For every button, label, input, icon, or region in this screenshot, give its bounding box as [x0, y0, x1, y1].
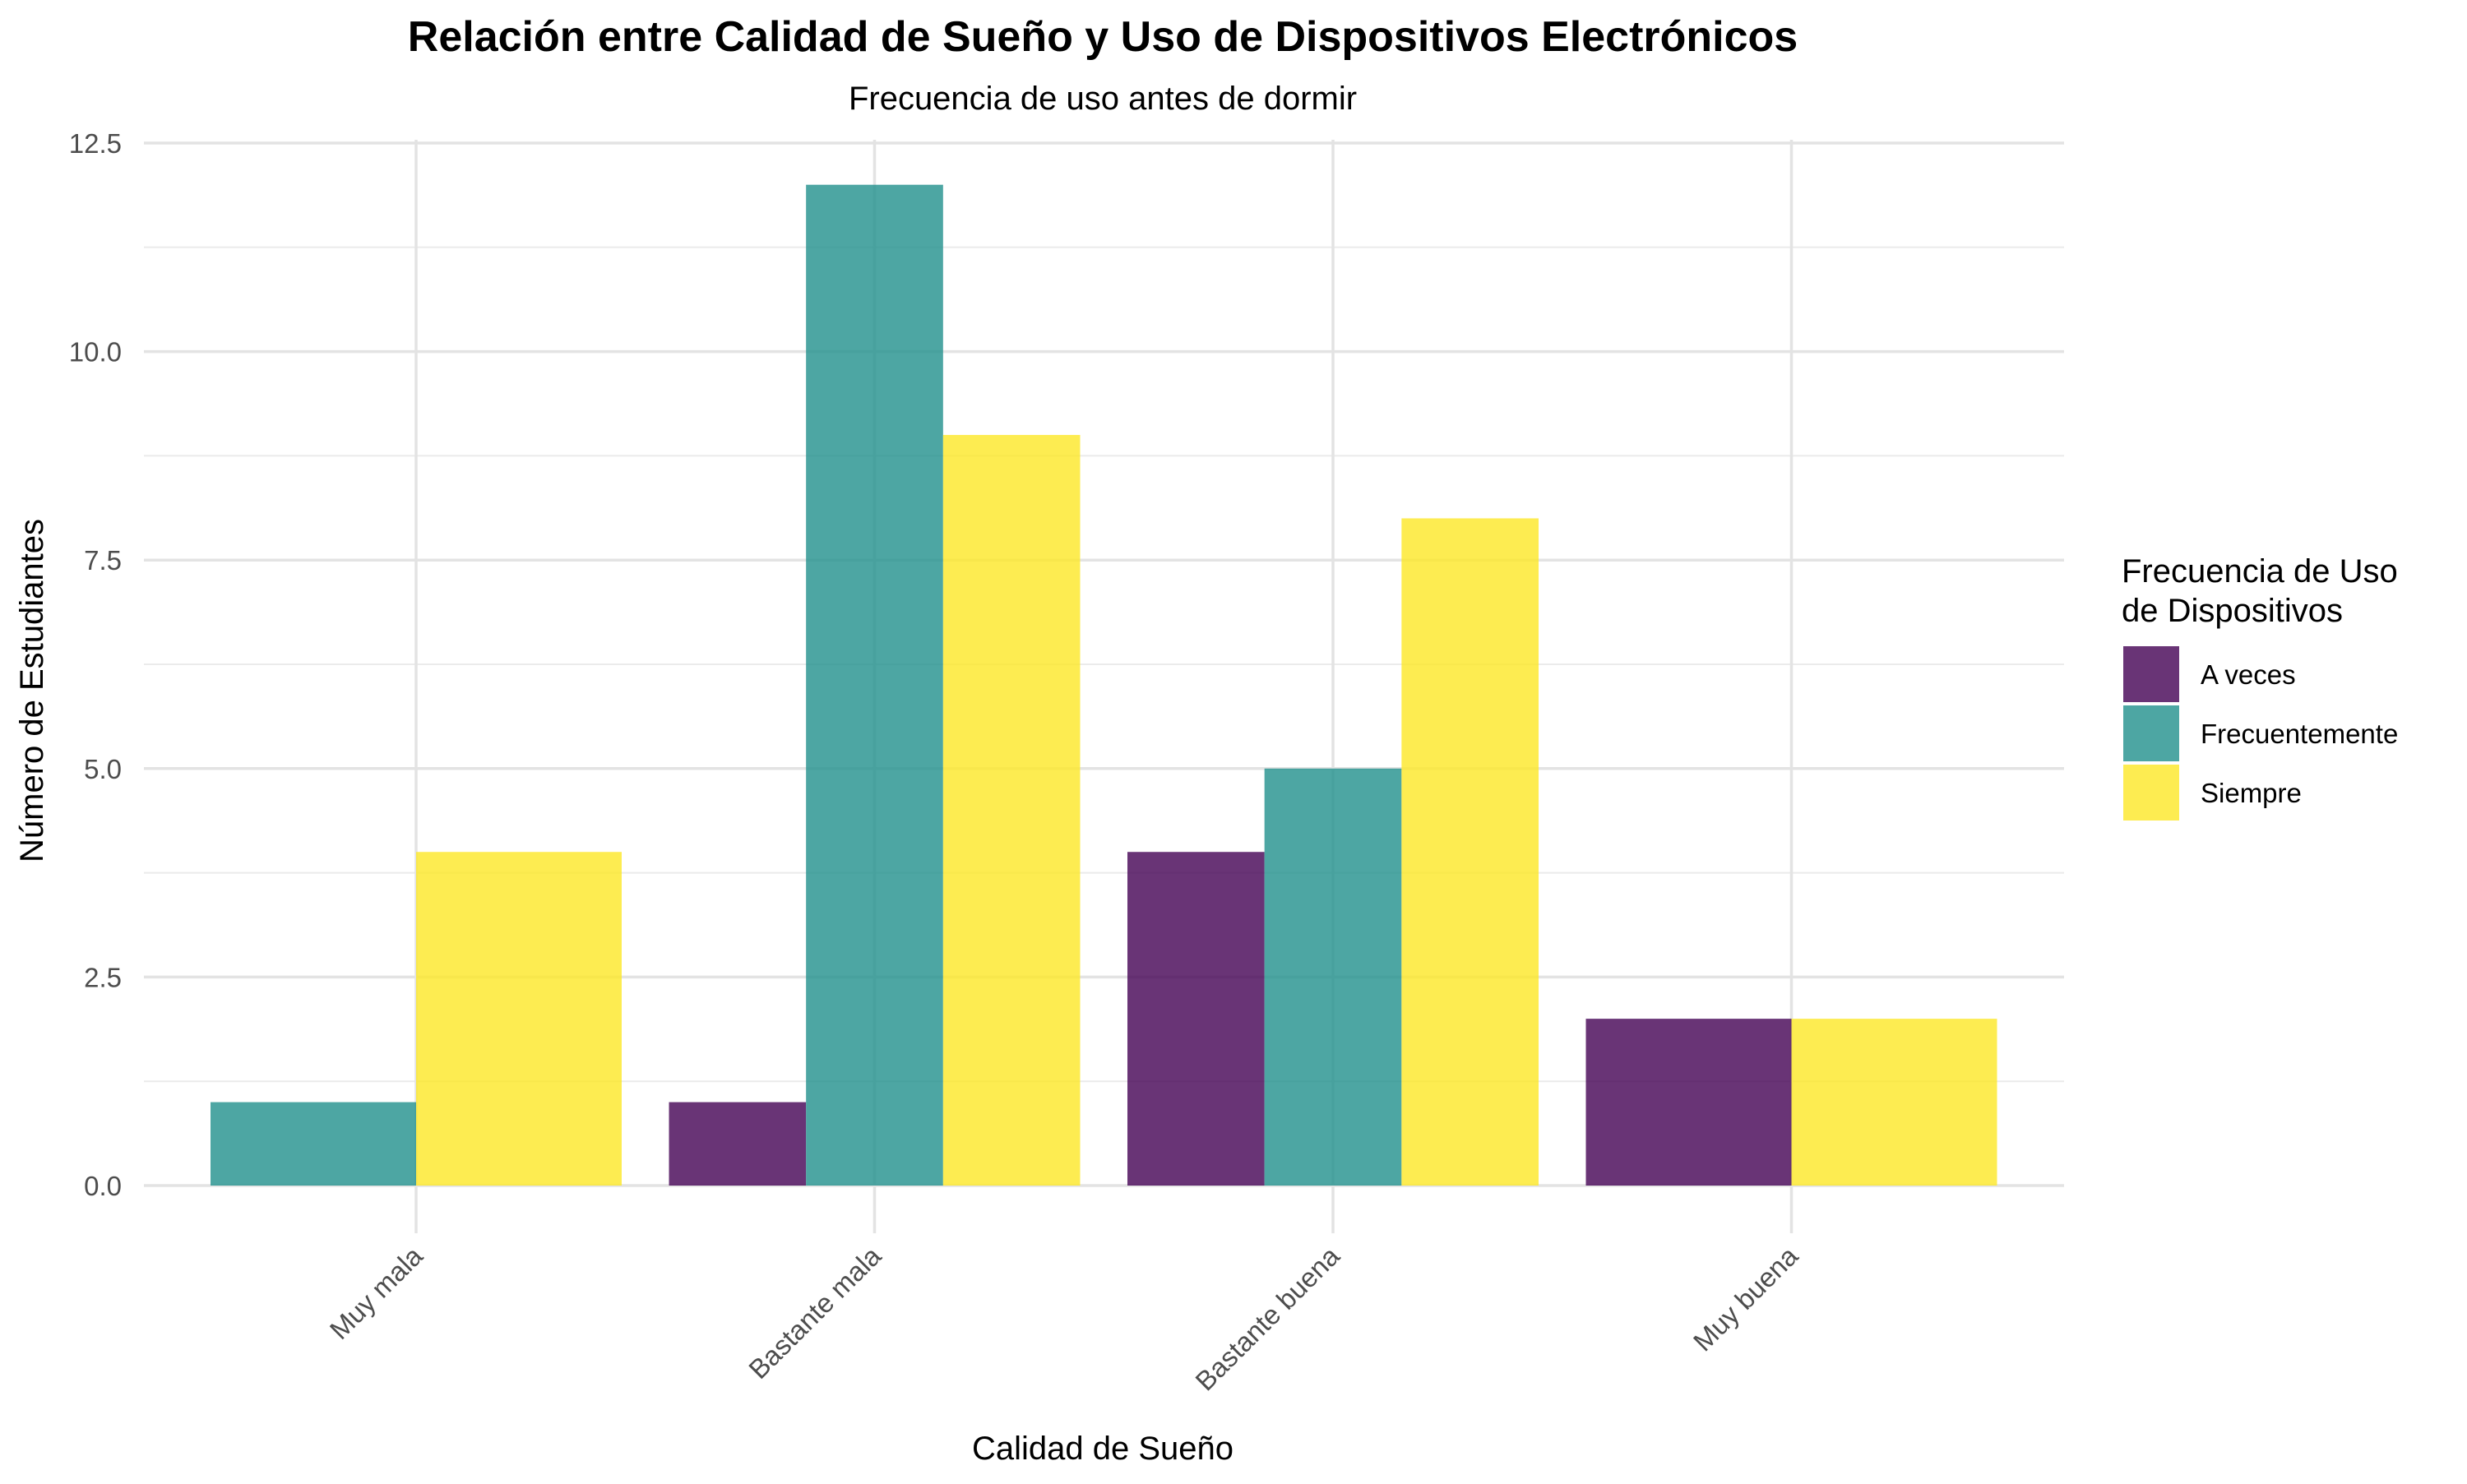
legend-key-siempre	[2123, 765, 2179, 821]
legend-label: A veces	[2201, 659, 2296, 690]
bar-siempre-bastante-mala	[942, 435, 1081, 1186]
bars	[211, 184, 1997, 1186]
y-tick-label: 12.5	[69, 128, 122, 159]
y-tick-label: 10.0	[69, 337, 122, 368]
legend-key-frecuentemente	[2123, 705, 2179, 761]
legend-key-a-veces	[2123, 646, 2179, 702]
bar-siempre-bastante-buena	[1401, 518, 1539, 1186]
y-tick-label: 0.0	[84, 1171, 122, 1201]
bar-a-veces-bastante-buena	[1127, 852, 1265, 1186]
legend-title-line-2: de Dispositivos	[2122, 593, 2343, 629]
chart-subtitle: Frecuencia de uso antes de dormir	[849, 81, 1357, 117]
bar-siempre-muy-mala	[416, 852, 622, 1186]
y-tick-label: 2.5	[84, 962, 122, 992]
x-tick-label: Bastante mala	[743, 1240, 887, 1385]
x-tick-label: Muy mala	[324, 1240, 429, 1345]
bar-siempre-muy-buena	[1791, 1019, 1997, 1186]
x-axis-title: Calidad de Sueño	[972, 1431, 1234, 1467]
bar-a-veces-muy-buena	[1585, 1019, 1792, 1186]
x-tick-label: Bastante buena	[1189, 1240, 1345, 1396]
legend-items: A veces Frecuentemente Siempre	[2123, 646, 2398, 821]
legend-label: Siempre	[2201, 778, 2302, 808]
bar-frecuentemente-bastante-mala	[806, 184, 943, 1186]
legend-title-line-1: Frecuencia de Uso	[2122, 553, 2398, 589]
y-tick-label: 5.0	[84, 754, 122, 784]
bar-frecuentemente-bastante-buena	[1264, 768, 1402, 1186]
legend-label: Frecuentemente	[2201, 719, 2398, 749]
bar-a-veces-bastante-mala	[669, 1102, 807, 1186]
bar-frecuentemente-muy-mala	[211, 1102, 416, 1186]
y-axis-title: Número de Estudiantes	[14, 519, 50, 862]
legend: Frecuencia de Uso de Dispositivos A vece…	[2122, 553, 2398, 821]
x-tick-label: Muy buena	[1687, 1240, 1804, 1357]
y-tick-label: 7.5	[84, 545, 122, 576]
chart-title: Relación entre Calidad de Sueño y Uso de…	[408, 13, 1798, 61]
